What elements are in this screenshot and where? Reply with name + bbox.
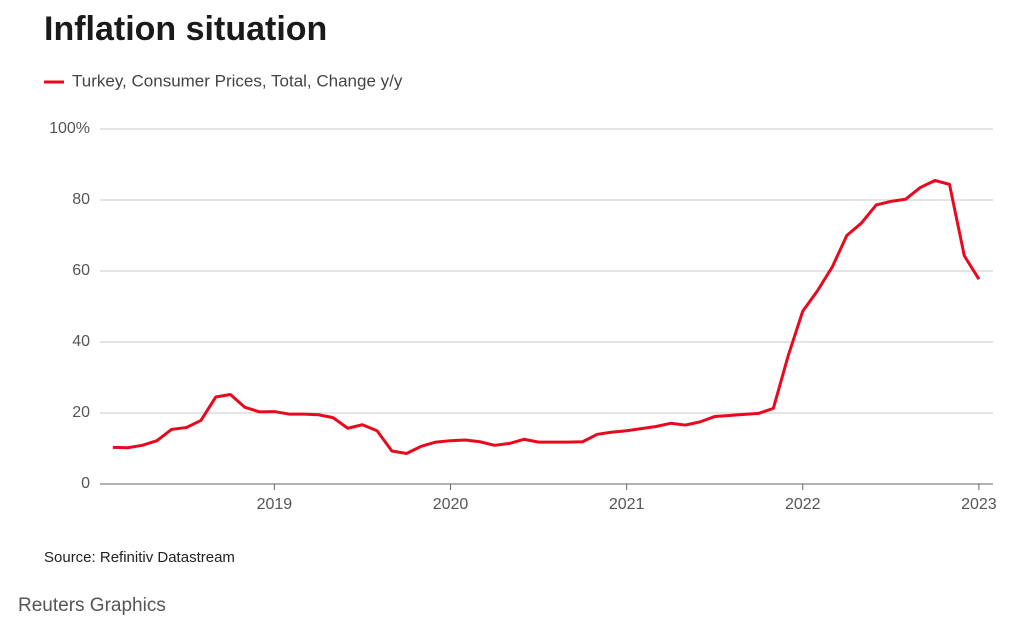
x-tick-label: 2022 xyxy=(785,496,821,513)
x-tick-label: 2019 xyxy=(257,496,293,513)
chart-title: Inflation situation xyxy=(44,10,327,48)
x-tick-label: 2021 xyxy=(609,496,645,513)
source: Source: Refinitiv Datastream xyxy=(44,549,235,566)
x-tick-label: 2023 xyxy=(961,496,997,513)
y-tick-label: 20 xyxy=(72,404,90,421)
y-tick-label: 60 xyxy=(72,262,90,279)
y-tick-label: 80 xyxy=(72,191,90,208)
y-tick-label: 100% xyxy=(49,120,90,137)
x-tick-label: 2020 xyxy=(433,496,469,513)
y-tick-label: 40 xyxy=(72,333,90,350)
data-line xyxy=(112,178,981,455)
y-tick-label: 0 xyxy=(81,475,90,492)
credit: Reuters Graphics xyxy=(18,595,166,616)
legend-label: Turkey, Consumer Prices, Total, Change y… xyxy=(72,71,403,90)
